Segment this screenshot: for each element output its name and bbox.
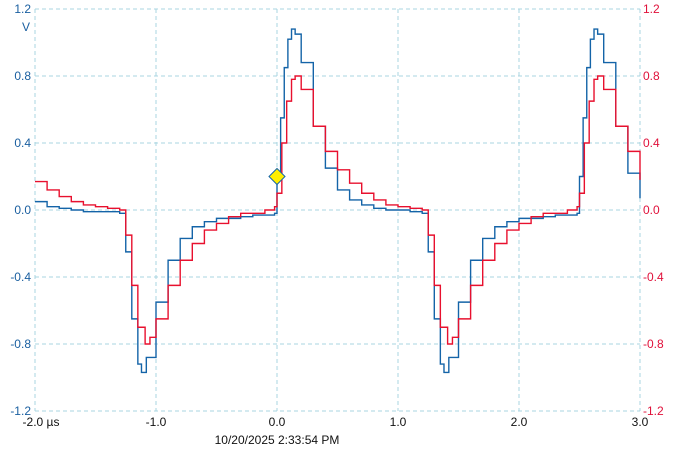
left-y-axis: V 1.2 0.8 0.4 0.0 -0.4 -0.8 -1.2 bbox=[10, 2, 31, 418]
left-y-tick-label: 0.4 bbox=[14, 136, 31, 150]
left-y-tick-label: 1.2 bbox=[14, 2, 31, 16]
left-y-tick-label: -1.2 bbox=[10, 404, 31, 418]
x-tick-label: 1.0 bbox=[390, 415, 407, 429]
series-trace-2 bbox=[35, 75, 641, 345]
right-y-tick-label: 0.0 bbox=[643, 203, 660, 217]
right-y-tick-label: 0.8 bbox=[643, 69, 660, 83]
right-y-tick-label: -0.4 bbox=[643, 270, 664, 284]
left-axis-unit: V bbox=[22, 20, 30, 34]
right-y-tick-label: -0.8 bbox=[643, 337, 664, 351]
x-tick-label: -2.0 µs bbox=[23, 415, 60, 429]
right-y-axis: 1.2 0.8 0.4 0.0 -0.4 -0.8 -1.2 bbox=[643, 2, 664, 418]
left-y-tick-label: -0.4 bbox=[10, 270, 31, 284]
x-axis: -2.0 µs -1.0 0.0 1.0 2.0 3.0 bbox=[23, 415, 649, 429]
x-tick-label: 3.0 bbox=[632, 415, 649, 429]
left-y-tick-label: 0.0 bbox=[14, 203, 31, 217]
left-y-tick-label: 0.8 bbox=[14, 69, 31, 83]
series-trace-1 bbox=[35, 28, 641, 374]
x-tick-label: -1.0 bbox=[146, 415, 167, 429]
trigger-marker[interactable] bbox=[268, 167, 286, 186]
x-tick-label: 2.0 bbox=[511, 415, 528, 429]
grid bbox=[34, 8, 641, 412]
left-y-tick-label: -0.8 bbox=[10, 337, 31, 351]
timestamp: 10/20/2025 2:33:54 PM bbox=[215, 433, 340, 447]
right-y-tick-label: 0.4 bbox=[643, 136, 660, 150]
right-y-tick-label: 1.2 bbox=[643, 2, 660, 16]
series-group bbox=[35, 28, 641, 374]
right-y-tick-label: -1.2 bbox=[643, 404, 664, 418]
x-tick-label: 0.0 bbox=[269, 415, 286, 429]
